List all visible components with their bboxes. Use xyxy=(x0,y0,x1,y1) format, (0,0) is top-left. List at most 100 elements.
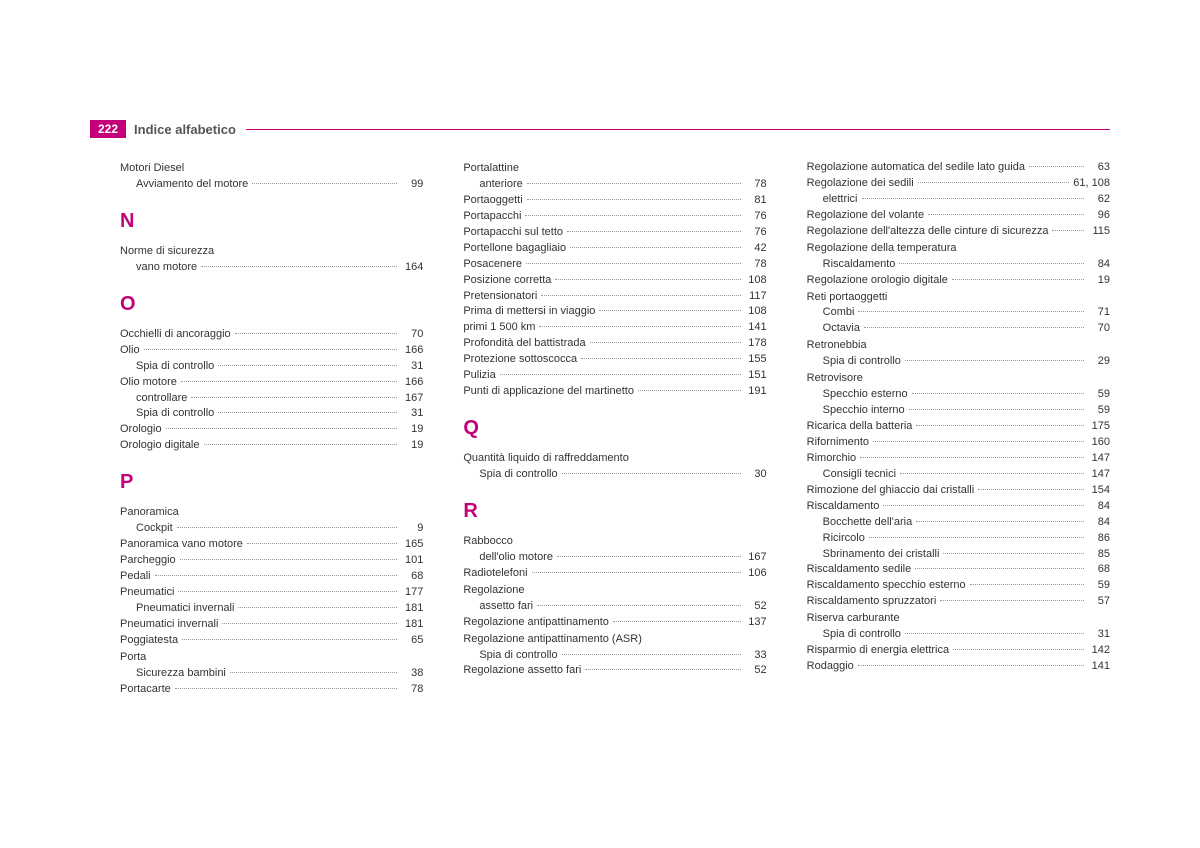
entry-label: Portaoggetti xyxy=(463,193,522,209)
entry-page: 166 xyxy=(401,375,423,391)
entry-label: Orologio digitale xyxy=(120,438,200,454)
leader-dots xyxy=(585,669,740,670)
index-subentry: Spia di controllo33 xyxy=(463,648,766,664)
leader-dots xyxy=(1029,166,1084,167)
entry-label: assetto fari xyxy=(479,599,533,615)
entry-label: Profondità del battistrada xyxy=(463,336,585,352)
index-entry: Regolazione antipattinamento137 xyxy=(463,615,766,631)
index-subentry: assetto fari52 xyxy=(463,599,766,615)
entry-page: 178 xyxy=(745,336,767,352)
entry-page: 71 xyxy=(1088,305,1110,321)
index-subentry: Cockpit9 xyxy=(120,521,423,537)
leader-dots xyxy=(916,521,1084,522)
entry-page: 57 xyxy=(1088,594,1110,610)
entry-label: Spia di controllo xyxy=(136,359,214,375)
leader-dots xyxy=(182,639,397,640)
entry-label: elettrici xyxy=(823,192,858,208)
index-entry: Poggiatesta65 xyxy=(120,633,423,649)
index-subentry: elettrici62 xyxy=(807,192,1110,208)
leader-dots xyxy=(613,621,741,622)
entry-label: Combi xyxy=(823,305,855,321)
entry-label: Portapacchi sul tetto xyxy=(463,225,563,241)
entry-label: Posacenere xyxy=(463,257,522,273)
leader-dots xyxy=(952,279,1084,280)
entry-label: Spia di controllo xyxy=(479,648,557,664)
leader-dots xyxy=(905,360,1084,361)
leader-dots xyxy=(155,575,398,576)
entry-label: vano motore xyxy=(136,260,197,276)
entry-label: Rodaggio xyxy=(807,659,854,675)
index-entry: Pulizia151 xyxy=(463,368,766,384)
leader-dots xyxy=(238,607,397,608)
entry-label: Poggiatesta xyxy=(120,633,178,649)
entry-label: Regolazione assetto fari xyxy=(463,663,581,679)
section-letter: R xyxy=(463,497,766,526)
leader-dots xyxy=(883,505,1084,506)
entry-page: 108 xyxy=(745,273,767,289)
leader-dots xyxy=(970,584,1084,585)
index-entry: Regolazione dell'altezza delle cinture d… xyxy=(807,224,1110,240)
entry-label: Riscaldamento spruzzatori xyxy=(807,594,937,610)
entry-page: 167 xyxy=(745,550,767,566)
entry-label: Rifornimento xyxy=(807,435,869,451)
index-entry: Riscaldamento spruzzatori 57 xyxy=(807,594,1110,610)
entry-page: 84 xyxy=(1088,257,1110,273)
index-entry: Riscaldamento specchio esterno59 xyxy=(807,578,1110,594)
leader-dots xyxy=(590,342,741,343)
entry-label: Radiotelefoni xyxy=(463,566,527,582)
entry-page: 147 xyxy=(1088,451,1110,467)
entry-page: 101 xyxy=(401,553,423,569)
entry-label: Riscaldamento xyxy=(823,257,896,273)
entry-page: 181 xyxy=(401,601,423,617)
entry-page: 85 xyxy=(1088,547,1110,563)
entry-page: 61, 108 xyxy=(1073,176,1110,192)
index-entry: Rimorchio147 xyxy=(807,451,1110,467)
entry-label: Pulizia xyxy=(463,368,495,384)
entry-page: 115 xyxy=(1088,224,1110,240)
entry-page: 84 xyxy=(1088,515,1110,531)
index-entry: Panoramica vano motore165 xyxy=(120,537,423,553)
index-subentry: vano motore164 xyxy=(120,260,423,276)
entry-page: 59 xyxy=(1088,403,1110,419)
entry-page: 31 xyxy=(401,359,423,375)
index-group-head: Rabbocco xyxy=(463,534,766,550)
index-entry: Pneumatici177 xyxy=(120,585,423,601)
entry-page: 81 xyxy=(745,193,767,209)
index-subentry: Avviamento del motore99 xyxy=(120,177,423,193)
entry-label: Spia di controllo xyxy=(136,406,214,422)
leader-dots xyxy=(638,390,741,391)
index-entry: Posizione corretta108 xyxy=(463,273,766,289)
index-entry: Portacarte78 xyxy=(120,682,423,698)
entry-label: Portellone bagagliaio xyxy=(463,241,566,257)
index-subentry: Bocchette dell'aria84 xyxy=(807,515,1110,531)
entry-page: 175 xyxy=(1088,419,1110,435)
index-entry: Riscaldamento sedile68 xyxy=(807,562,1110,578)
entry-page: 30 xyxy=(745,467,767,483)
index-group-head: Regolazione antipattinamento (ASR) xyxy=(463,632,766,648)
section-letter: N xyxy=(120,207,423,236)
index-entry: Protezione sottoscocca 155 xyxy=(463,352,766,368)
entry-label: Protezione sottoscocca xyxy=(463,352,577,368)
index-entry: Regolazione automatica del sedile lato g… xyxy=(807,160,1110,176)
entry-page: 59 xyxy=(1088,387,1110,403)
leader-dots xyxy=(1052,230,1084,231)
entry-label: Ricircolo xyxy=(823,531,865,547)
entry-label: Ricarica della batteria xyxy=(807,419,913,435)
leader-dots xyxy=(175,688,398,689)
entry-page: 154 xyxy=(1088,483,1110,499)
index-subentry: Sicurezza bambini38 xyxy=(120,666,423,682)
section-letter: P xyxy=(120,468,423,497)
entry-page: 155 xyxy=(745,352,767,368)
leader-dots xyxy=(144,349,398,350)
index-entry: Olio motore166 xyxy=(120,375,423,391)
entry-label: Riscaldamento xyxy=(807,499,880,515)
leader-dots xyxy=(860,457,1084,458)
index-group-head: Retrovisore xyxy=(807,371,1110,387)
entry-page: 78 xyxy=(401,682,423,698)
entry-page: 165 xyxy=(401,537,423,553)
entry-page: 78 xyxy=(745,257,767,273)
leader-dots xyxy=(218,365,397,366)
index-subentry: Pneumatici invernali181 xyxy=(120,601,423,617)
index-group-head: Regolazione xyxy=(463,583,766,599)
index-entry: Portellone bagagliaio42 xyxy=(463,241,766,257)
